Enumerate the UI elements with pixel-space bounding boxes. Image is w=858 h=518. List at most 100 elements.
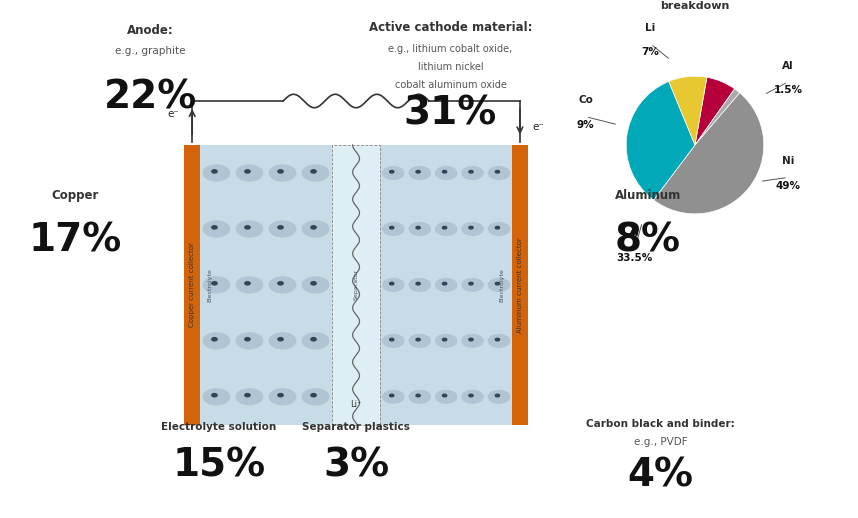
Text: 4%: 4% xyxy=(628,457,693,495)
Circle shape xyxy=(462,167,483,179)
Circle shape xyxy=(203,165,230,181)
Circle shape xyxy=(488,391,510,403)
Text: Separator: Separator xyxy=(353,269,359,300)
Circle shape xyxy=(278,226,283,229)
Circle shape xyxy=(436,279,456,291)
Circle shape xyxy=(436,335,456,347)
Circle shape xyxy=(495,226,499,229)
Circle shape xyxy=(416,338,420,341)
Circle shape xyxy=(443,226,447,229)
Circle shape xyxy=(311,170,317,173)
Wedge shape xyxy=(695,89,740,145)
Circle shape xyxy=(436,391,456,403)
Title: Sample cathode material
breakdown: Sample cathode material breakdown xyxy=(617,0,773,10)
Circle shape xyxy=(436,167,456,179)
Text: e.g., graphite: e.g., graphite xyxy=(115,47,185,56)
Circle shape xyxy=(245,170,251,173)
Text: 3%: 3% xyxy=(323,447,390,484)
Circle shape xyxy=(462,335,483,347)
Text: 1.5%: 1.5% xyxy=(774,85,802,95)
Circle shape xyxy=(443,170,447,173)
Circle shape xyxy=(416,170,420,173)
Circle shape xyxy=(245,394,251,397)
Circle shape xyxy=(416,282,420,285)
Text: Ni: Ni xyxy=(782,156,795,166)
Circle shape xyxy=(212,226,217,229)
Circle shape xyxy=(383,335,404,347)
Text: Separator plastics: Separator plastics xyxy=(302,422,410,432)
Circle shape xyxy=(278,394,283,397)
Circle shape xyxy=(462,223,483,235)
Circle shape xyxy=(383,167,404,179)
Circle shape xyxy=(269,389,296,405)
Circle shape xyxy=(409,391,431,403)
Text: 7%: 7% xyxy=(642,47,660,57)
Text: Copper: Copper xyxy=(51,190,100,203)
Circle shape xyxy=(416,394,420,397)
Text: Carbon black and binder:: Carbon black and binder: xyxy=(586,420,735,429)
Circle shape xyxy=(462,279,483,291)
Circle shape xyxy=(203,389,230,405)
Circle shape xyxy=(383,223,404,235)
Circle shape xyxy=(236,389,263,405)
Circle shape xyxy=(462,391,483,403)
Circle shape xyxy=(409,167,431,179)
Circle shape xyxy=(443,338,447,341)
Circle shape xyxy=(212,170,217,173)
Circle shape xyxy=(311,226,317,229)
Circle shape xyxy=(203,277,230,293)
Circle shape xyxy=(468,282,473,285)
Text: Al: Al xyxy=(782,61,794,70)
Text: 8%: 8% xyxy=(615,221,680,259)
Wedge shape xyxy=(695,77,734,145)
Text: Active cathode material:: Active cathode material: xyxy=(369,21,532,34)
Circle shape xyxy=(443,394,447,397)
Bar xyxy=(380,145,512,425)
Circle shape xyxy=(269,333,296,349)
Circle shape xyxy=(236,277,263,293)
Text: Electrolyte: Electrolyte xyxy=(208,268,213,302)
Text: cobalt aluminum oxide: cobalt aluminum oxide xyxy=(395,80,506,90)
Circle shape xyxy=(390,170,394,173)
Text: lithium nickel: lithium nickel xyxy=(418,62,483,72)
Circle shape xyxy=(302,333,329,349)
Bar xyxy=(184,145,200,425)
Circle shape xyxy=(302,277,329,293)
Circle shape xyxy=(311,338,317,341)
Circle shape xyxy=(311,394,317,397)
Circle shape xyxy=(245,338,251,341)
Wedge shape xyxy=(654,93,764,214)
Circle shape xyxy=(495,394,499,397)
Circle shape xyxy=(443,282,447,285)
Text: e.g., lithium cobalt oxide,: e.g., lithium cobalt oxide, xyxy=(389,44,512,54)
Bar xyxy=(512,145,528,425)
Circle shape xyxy=(468,226,473,229)
Text: Copper current collector: Copper current collector xyxy=(190,242,195,327)
Circle shape xyxy=(390,338,394,341)
Text: 17%: 17% xyxy=(29,221,122,259)
Circle shape xyxy=(468,338,473,341)
Text: 22%: 22% xyxy=(104,79,196,117)
Circle shape xyxy=(245,282,251,285)
Text: Aluminum current collector: Aluminum current collector xyxy=(517,237,523,333)
Circle shape xyxy=(302,389,329,405)
Circle shape xyxy=(416,226,420,229)
Wedge shape xyxy=(668,76,707,145)
Circle shape xyxy=(383,391,404,403)
Bar xyxy=(200,145,332,425)
Wedge shape xyxy=(626,81,695,200)
Circle shape xyxy=(245,226,251,229)
Circle shape xyxy=(436,223,456,235)
Text: e⁻: e⁻ xyxy=(167,109,179,119)
Circle shape xyxy=(488,223,510,235)
Circle shape xyxy=(212,394,217,397)
Circle shape xyxy=(278,338,283,341)
Circle shape xyxy=(390,226,394,229)
Circle shape xyxy=(302,165,329,181)
Circle shape xyxy=(302,221,329,237)
Text: Li⁺: Li⁺ xyxy=(350,399,362,409)
Text: Aluminum: Aluminum xyxy=(614,190,681,203)
Circle shape xyxy=(212,282,217,285)
Circle shape xyxy=(383,279,404,291)
Text: Electrolyte solution: Electrolyte solution xyxy=(161,422,276,432)
